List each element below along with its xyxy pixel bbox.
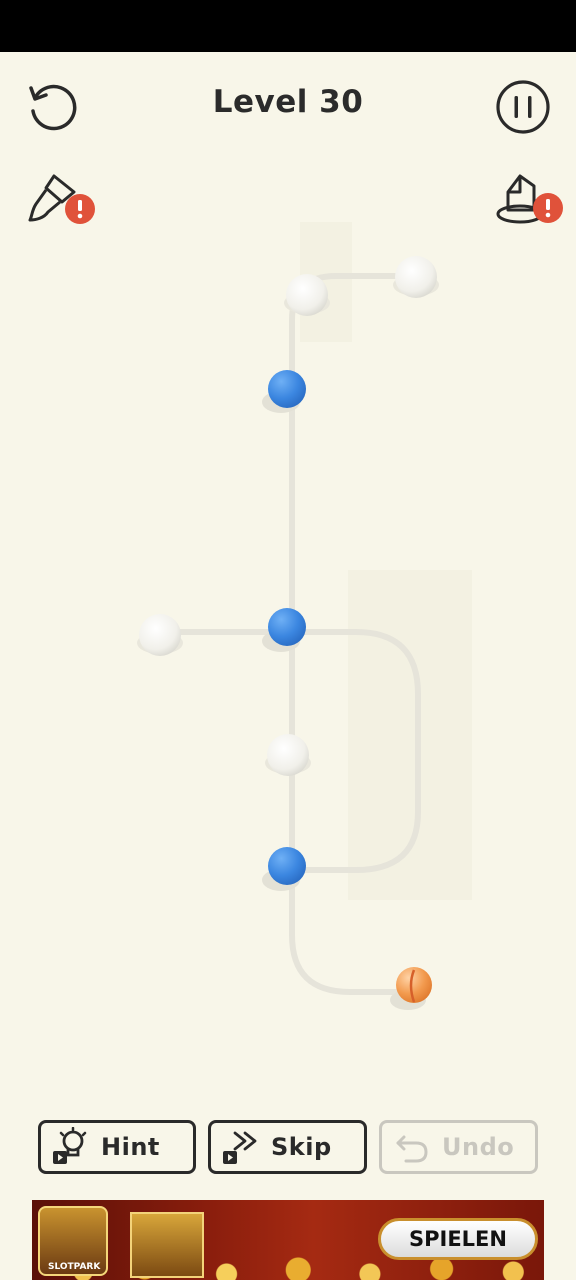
hint-label: Hint — [101, 1133, 160, 1161]
ad-app-logo: SLOTPARK — [38, 1206, 108, 1276]
blue-ball[interactable] — [262, 608, 306, 652]
page-title: Level 30 — [212, 84, 364, 120]
house-theme-icon — [496, 174, 563, 224]
ad-brand: SLOTPARK — [48, 1262, 101, 1272]
skip-button[interactable]: Skip — [208, 1120, 367, 1174]
hint-button[interactable]: Hint — [38, 1120, 196, 1174]
blue-ball[interactable] — [262, 370, 306, 413]
undo-arrow-icon — [396, 1135, 428, 1163]
theme-skin-button[interactable] — [494, 170, 566, 228]
ad-banner[interactable]: SLOTPARK SPIELEN — [32, 1200, 544, 1280]
empty-hole[interactable] — [284, 274, 330, 316]
empty-hole[interactable] — [393, 256, 439, 298]
empty-hole[interactable] — [265, 734, 311, 776]
undo-label: Undo — [442, 1133, 515, 1161]
ad-slot-machine-image — [130, 1212, 204, 1278]
undo-button[interactable]: Undo — [379, 1120, 538, 1174]
paint-brush-icon — [28, 174, 95, 224]
blue-ball[interactable] — [262, 847, 306, 891]
pause-icon[interactable] — [495, 79, 551, 135]
brush-skin-button[interactable] — [26, 172, 98, 228]
skip-label: Skip — [271, 1133, 332, 1161]
restart-icon[interactable] — [26, 80, 80, 134]
orange-ball[interactable] — [390, 967, 432, 1010]
status-bar — [0, 0, 576, 52]
lightbulb-ad-icon — [53, 1127, 87, 1164]
skip-ad-icon — [223, 1131, 257, 1164]
ad-cta-button[interactable]: SPIELEN — [378, 1218, 538, 1260]
empty-hole[interactable] — [137, 614, 183, 656]
